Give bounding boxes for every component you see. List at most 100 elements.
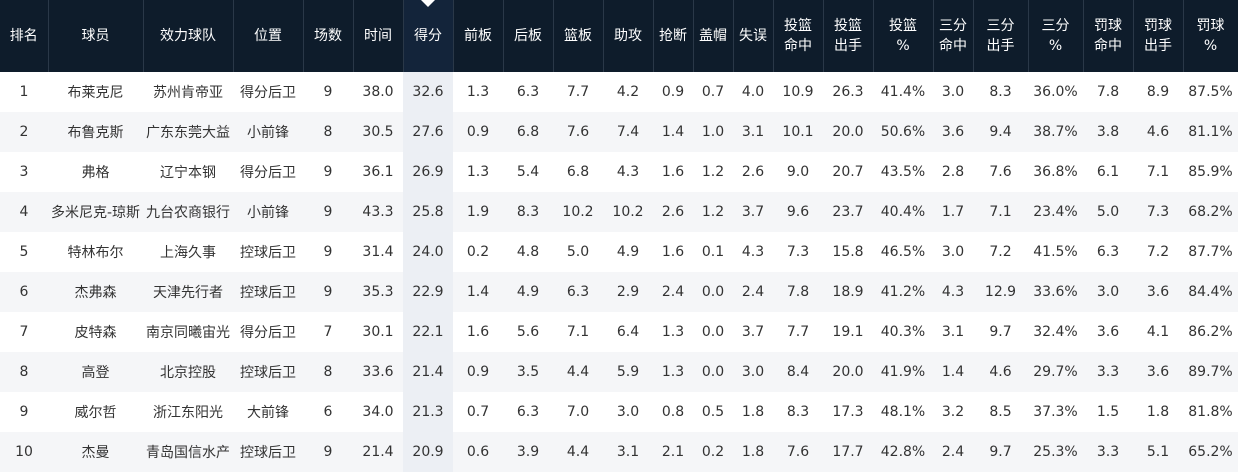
table-cell: 20.0 xyxy=(823,352,873,392)
table-cell: 3.6 xyxy=(1096,324,1120,340)
table-cell: 43.5% xyxy=(880,164,926,180)
column-header[interactable]: 球员 xyxy=(48,0,144,72)
column-header[interactable]: 位置 xyxy=(233,0,304,72)
column-header[interactable]: 抢断 xyxy=(653,0,694,72)
table-cell: 6.3 xyxy=(553,272,603,312)
table-cell: 控球后卫 xyxy=(240,245,296,261)
table-cell: 弗格 xyxy=(81,165,110,181)
table-cell: 25.3% xyxy=(1028,432,1083,472)
table-cell: 2.4 xyxy=(933,432,973,472)
table-cell: 7.0 xyxy=(566,404,590,420)
table-cell: 1 xyxy=(19,84,29,100)
table-cell: 65.2% xyxy=(1183,432,1238,472)
table-cell: 34.0 xyxy=(362,404,394,420)
column-header[interactable]: 三分 % xyxy=(1028,0,1084,72)
table-row: 1 布莱克尼 苏州肯帝亚 得分后卫 9 38.0 32.6 1.3 6.3 7.7 4.2 0.9 0.… xyxy=(0,72,1238,112)
table-cell: 6.3 xyxy=(516,404,540,420)
column-header[interactable]: 场数 xyxy=(303,0,354,72)
column-header[interactable]: 效力球队 xyxy=(143,0,234,72)
table-cell: 10.2 xyxy=(553,192,603,232)
table-cell: 42.8% xyxy=(873,432,933,472)
table-cell: 杰曼 xyxy=(48,432,143,472)
column-header[interactable]: 失误 xyxy=(733,0,774,72)
table-cell: 广东东莞大益 xyxy=(143,112,233,152)
table-cell: 17.7 xyxy=(823,432,873,472)
column-header[interactable]: 时间 xyxy=(353,0,404,72)
table-cell: 8 xyxy=(303,352,353,392)
table-cell: 布莱克尼 xyxy=(67,85,124,101)
table-cell: 0.1 xyxy=(701,244,725,260)
header-row: 排名 球员 效力球队 位置 场数 时间 得分 前板 后板 篮板 助攻 抢断 盖帽 失误 投篮 命中 投篮 出手… xyxy=(0,0,1238,72)
table-cell: 8.3 xyxy=(786,404,810,420)
table-cell: 小前锋 xyxy=(233,112,303,152)
column-header[interactable]: 投篮 % xyxy=(873,0,934,72)
table-cell: 1.8 xyxy=(741,404,765,420)
table-cell: 38.7% xyxy=(1028,112,1083,152)
table-row: 3 弗格 辽宁本钢 得分后卫 9 36.1 26.9 1.3 5.4 6.8 4.3 1.6 1.2 2.… xyxy=(0,152,1238,192)
column-header[interactable]: 盖帽 xyxy=(693,0,734,72)
table-cell: 天津先行者 xyxy=(143,272,233,312)
table-row: 6 杰弗森 天津先行者 控球后卫 9 35.3 22.9 1.4 4.9 6.3 2.9 2.4 0.0… xyxy=(0,272,1238,312)
table-cell: 1.6 xyxy=(661,244,685,260)
table-cell: 8.5 xyxy=(989,404,1012,420)
table-cell: 3.6 xyxy=(933,112,973,152)
table-cell: 8.3 xyxy=(989,84,1012,100)
table-cell: 青岛国信水产 xyxy=(143,432,233,472)
table-cell: 8.9 xyxy=(1146,84,1170,100)
table-cell: 30.1 xyxy=(362,324,394,340)
table-cell: 21.4 xyxy=(403,352,453,392)
table-cell: 0.7 xyxy=(701,84,725,100)
column-header[interactable]: 排名 xyxy=(0,0,49,72)
table-cell: 48.1% xyxy=(880,404,926,420)
table-row: 7 皮特森 南京同曦宙光 得分后卫 7 30.1 22.1 1.6 5.6 7.1 6.4 1.3 0.… xyxy=(0,312,1238,352)
table-cell: 2.4 xyxy=(733,272,773,312)
table-cell: 8 xyxy=(0,352,48,392)
table-cell: 3.0 xyxy=(1083,272,1133,312)
table-cell: 35.3 xyxy=(353,272,403,312)
table-cell: 7 xyxy=(19,324,29,340)
table-cell: 3.8 xyxy=(1083,112,1133,152)
table-cell: 4.9 xyxy=(616,244,640,260)
table-cell: 2.4 xyxy=(653,272,693,312)
column-header[interactable]: 篮板 xyxy=(553,0,604,72)
table-cell: 25.8 xyxy=(403,192,453,232)
table-cell: 6 xyxy=(323,404,333,420)
table-cell: 7.3 xyxy=(1133,192,1183,232)
table-cell: 4.3 xyxy=(741,244,765,260)
table-cell: 43.3 xyxy=(353,192,403,232)
table-cell: 18.9 xyxy=(823,272,873,312)
table-cell: 3.5 xyxy=(503,352,553,392)
table-cell: 0.0 xyxy=(693,352,733,392)
column-header[interactable]: 三分 命中 xyxy=(933,0,974,72)
table-cell: 3.6 xyxy=(1133,352,1183,392)
table-cell: 3.2 xyxy=(941,404,965,420)
table-cell: 皮特森 xyxy=(74,325,117,341)
table-cell: 10.2 xyxy=(603,192,653,232)
column-header[interactable]: 投篮 出手 xyxy=(823,0,874,72)
table-cell: 4.1 xyxy=(1146,324,1170,340)
table-cell: 4.4 xyxy=(553,432,603,472)
column-header[interactable]: 助攻 xyxy=(603,0,654,72)
column-header[interactable]: 罚球 命中 xyxy=(1083,0,1134,72)
table-cell: 84.4% xyxy=(1183,272,1238,312)
table-cell: 5.0 xyxy=(1083,192,1133,232)
table-cell: 40.3% xyxy=(880,324,926,340)
table-cell: 得分后卫 xyxy=(240,325,296,341)
column-header[interactable]: 罚球 % xyxy=(1183,0,1238,72)
column-header[interactable]: 罚球 出手 xyxy=(1133,0,1184,72)
table-row: 2 布鲁克斯 广东东莞大益 小前锋 8 30.5 27.6 0.9 6.8 7.6 7.4 1.4 1.… xyxy=(0,112,1238,152)
column-header[interactable]: 后板 xyxy=(503,0,554,72)
table-cell: 上海久事 xyxy=(160,245,216,261)
table-cell: 大前锋 xyxy=(247,405,289,421)
table-cell: 23.7 xyxy=(823,192,873,232)
table-cell: 控球后卫 xyxy=(233,432,303,472)
table-cell: 7.3 xyxy=(786,244,810,260)
table-cell: 1.4 xyxy=(453,272,503,312)
column-header[interactable]: 投篮 命中 xyxy=(773,0,824,72)
table-cell: 3.6 xyxy=(1133,272,1183,312)
table-cell: 1.3 xyxy=(653,352,693,392)
column-header[interactable]: 三分 出手 xyxy=(973,0,1029,72)
table-cell: 1.0 xyxy=(693,112,733,152)
column-header[interactable]: 得分 xyxy=(403,0,454,72)
column-header[interactable]: 前板 xyxy=(453,0,504,72)
